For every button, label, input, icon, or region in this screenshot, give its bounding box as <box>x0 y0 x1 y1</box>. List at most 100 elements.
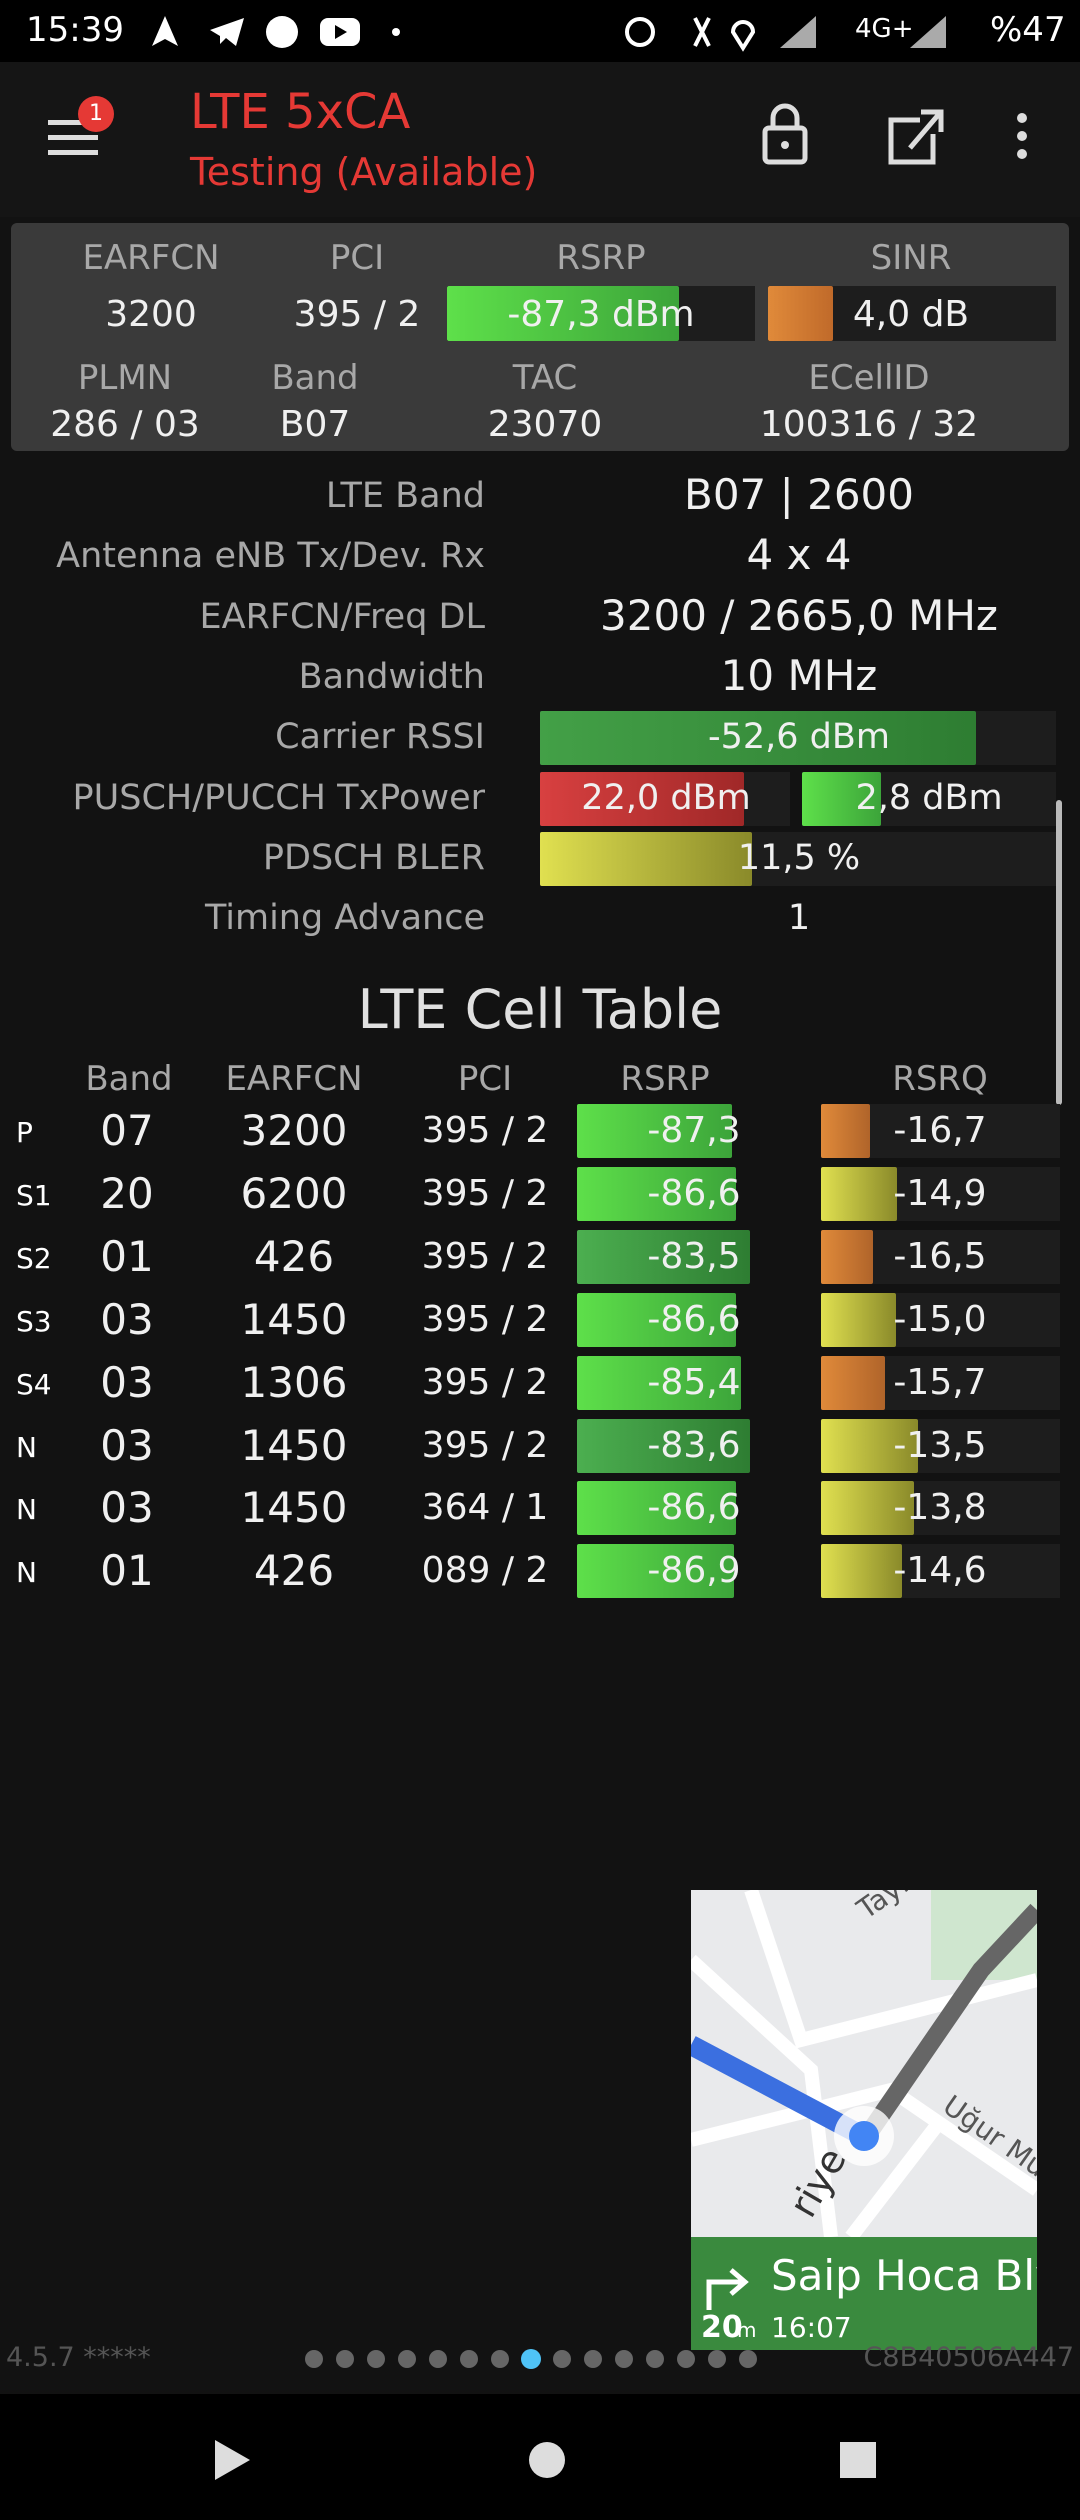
detail-label: PUSCH/PUCCH TxPower <box>72 777 485 818</box>
detail-label: Carrier RSSI <box>275 717 485 758</box>
detail-label: EARFCN/Freq DL <box>199 596 485 637</box>
detail-value: 2,8 dBm <box>855 777 1003 818</box>
cell-value: 395 / 2 <box>421 1361 549 1403</box>
summary-label: PLMN <box>77 358 173 398</box>
detail-label: Bandwidth <box>298 656 485 697</box>
cell-value: -14,6 <box>893 1550 987 1592</box>
cell-type: N <box>16 1493 37 1527</box>
cell-type: P <box>16 1116 33 1149</box>
cell-type: S3 <box>16 1304 52 1338</box>
cell-value: 1450 <box>240 1294 348 1344</box>
summary-value: 23070 <box>487 404 603 445</box>
rsrp-bar <box>577 1104 733 1158</box>
cell-value: -86,6 <box>647 1487 741 1529</box>
cell-value: 1450 <box>240 1483 348 1533</box>
table-header: RSRP <box>620 1059 710 1099</box>
table-header: EARFCN <box>225 1059 363 1099</box>
version: 4.5.7 ***** <box>6 2342 151 2373</box>
menu-button[interactable] <box>46 110 106 160</box>
badge: 1 <box>78 96 114 132</box>
table-header: PCI <box>457 1059 513 1099</box>
cell-value: 07 <box>100 1106 154 1155</box>
arrival-time: 16:07 <box>771 2311 852 2344</box>
cell-type: S4 <box>16 1367 52 1401</box>
cell-value: -15,7 <box>893 1361 987 1403</box>
rsrq-bar <box>821 1355 886 1410</box>
cell-value: 1306 <box>240 1357 348 1407</box>
detail-value: 10 MHz <box>720 650 878 700</box>
summary-value: 395 / 2 <box>293 294 421 335</box>
status-icons-right <box>625 16 946 52</box>
cell-value: 1450 <box>240 1420 348 1470</box>
cell-type: S1 <box>16 1178 52 1212</box>
summary-label: SINR <box>870 238 952 278</box>
summary-label: Band <box>271 358 359 398</box>
rsrp-bar <box>577 1229 751 1284</box>
rssi-bar <box>540 711 976 766</box>
detail-label: PDSCH BLER <box>262 837 485 878</box>
rsrq-bar <box>821 1104 871 1158</box>
sinr-bar <box>768 286 833 341</box>
cell-value: 395 / 2 <box>421 1110 549 1151</box>
detail-label: LTE Band <box>325 476 485 516</box>
cell-value: 3200 <box>240 1106 348 1155</box>
cell-value: -16,7 <box>893 1110 987 1151</box>
rsrq-bar <box>821 1418 919 1473</box>
detail-label: Antenna eNB Tx/Dev. Rx <box>56 536 485 577</box>
detail-value: 11,5 % <box>737 837 861 878</box>
cell-value: 395 / 2 <box>421 1172 549 1214</box>
page-indicator[interactable] <box>290 2345 770 2375</box>
detail-value: -52,6 dBm <box>707 717 891 758</box>
cell-value: -14,9 <box>893 1172 987 1214</box>
status-icons <box>152 16 400 48</box>
device-id: C8B40506A447 <box>863 2342 1074 2373</box>
cell-value: -13,8 <box>893 1487 987 1529</box>
cell-value: 03 <box>100 1420 154 1470</box>
cell-type: N <box>16 1556 37 1590</box>
scrollbar <box>1056 800 1062 1105</box>
cell-value: -16,5 <box>893 1235 987 1277</box>
rsrp-bar <box>577 1355 742 1410</box>
battery: %47 <box>990 10 1066 50</box>
title: LTE 5xCA <box>190 84 411 140</box>
rsrq-bar <box>821 1229 874 1284</box>
cell-value: -15,0 <box>893 1298 987 1340</box>
summary-label: TAC <box>512 358 578 398</box>
cell-value: 01 <box>100 1546 154 1596</box>
summary-value: -87,3 dBm <box>507 294 695 335</box>
cell-value: -13,5 <box>893 1424 987 1466</box>
cell-type: S2 <box>16 1241 52 1275</box>
summary-label: EARFCN <box>82 238 220 278</box>
navigation-widget[interactable]: Tayl Uğur Mu riye Saip Hoca Blv. 20 m 16… <box>691 1890 1037 2350</box>
pucch-bar <box>802 771 882 826</box>
rsrp-bar <box>577 1481 736 1536</box>
cell-value: 01 <box>100 1231 154 1281</box>
rsrq-bar <box>821 1166 898 1221</box>
street-name: Saip Hoca Blv. <box>771 2251 1037 2300</box>
pusch-bar <box>540 771 744 826</box>
summary-value: 3200 <box>105 294 197 335</box>
rsrp-bar <box>577 1292 736 1347</box>
nav-buttons[interactable] <box>0 2420 1080 2500</box>
cell-value: 20 <box>100 1168 154 1218</box>
summary-label: PCI <box>329 238 385 278</box>
cell-value: -83,5 <box>647 1235 741 1277</box>
detail-value: 22,0 dBm <box>581 777 751 818</box>
detail-value: 4 x 4 <box>746 530 852 580</box>
summary-value: 286 / 03 <box>50 404 200 445</box>
rsrp-bar <box>577 1544 735 1599</box>
toolbar-icons[interactable] <box>755 100 1055 170</box>
cell-value: -86,6 <box>647 1298 741 1340</box>
cell-type: N <box>16 1430 37 1464</box>
distance-unit: m <box>737 2318 756 2342</box>
detail-value: 1 <box>787 898 811 939</box>
cell-value: -86,9 <box>647 1550 741 1592</box>
status-bar <box>0 0 1080 62</box>
cell-value: 03 <box>100 1357 154 1407</box>
app-bar <box>0 62 1080 217</box>
rsrq-bar <box>821 1481 914 1536</box>
bler-bar <box>540 831 752 886</box>
detail-value: B07 | 2600 <box>684 470 914 519</box>
distance: 20 <box>701 2310 743 2345</box>
network-type: 4G+ <box>855 14 914 44</box>
